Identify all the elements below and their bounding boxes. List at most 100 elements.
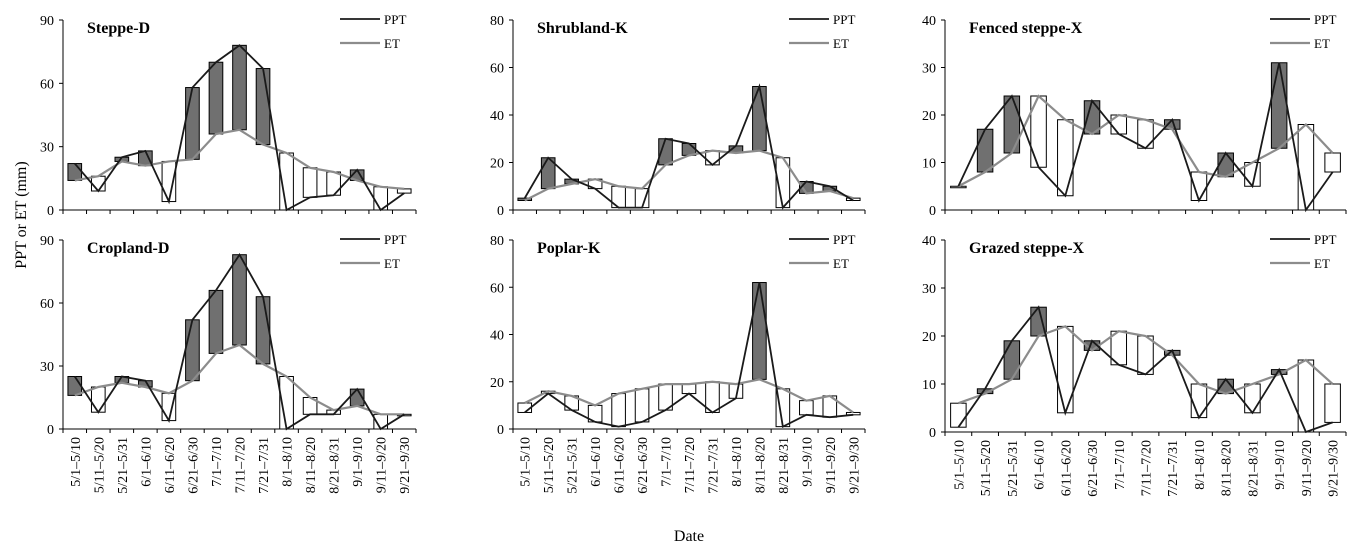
x-tick-label: 7/1–7/10 xyxy=(1113,440,1128,490)
x-tick-label: 9/11–9/20 xyxy=(375,437,390,493)
legend-et-label: ET xyxy=(1314,36,1330,51)
panel-title: Shrubland-K xyxy=(537,20,628,37)
difference-box xyxy=(302,167,318,198)
ppt-line xyxy=(523,83,854,210)
et-line xyxy=(957,94,1334,188)
y-tick-label: 30 xyxy=(40,141,54,156)
x-tick-label: 7/11–7/20 xyxy=(234,437,249,493)
x-tick-label: 7/21–7/31 xyxy=(257,437,272,494)
x-tick-label: 9/21–9/30 xyxy=(398,437,413,494)
x-tick-label: 5/11–5/20 xyxy=(92,437,107,493)
y-axis-label: PPT or ET (mm) xyxy=(13,161,30,268)
x-tick-label: 9/1–9/10 xyxy=(1273,440,1288,490)
x-tick-label: 9/21–9/30 xyxy=(847,437,862,494)
x-tick-label: 5/1–5/10 xyxy=(952,440,967,490)
legend-et-label: ET xyxy=(384,36,400,51)
y-tick-label: 0 xyxy=(497,423,504,438)
x-tick-label: 8/21–8/31 xyxy=(777,437,792,494)
x-tick-label: 8/1–8/10 xyxy=(730,437,745,487)
x-tick-label: 9/1–9/10 xyxy=(800,437,815,487)
y-tick-label: 90 xyxy=(40,14,54,29)
legend-ppt-label: PPT xyxy=(833,232,855,247)
x-tick-label: 7/11–7/20 xyxy=(683,437,698,493)
x-tick-label: 7/1–7/10 xyxy=(210,437,225,487)
x-tick-label: 6/21–6/30 xyxy=(1086,440,1101,497)
x-tick-label: 5/1–5/10 xyxy=(519,437,534,487)
legend-ppt-label: PPT xyxy=(1314,12,1336,27)
y-tick-label: 60 xyxy=(490,62,504,77)
ppt-line xyxy=(957,305,1333,434)
ppt-line xyxy=(74,44,405,212)
et-line xyxy=(524,378,854,414)
chart-panel: 0 10 20 30 40 Fenced steppe-X PPT ET xyxy=(922,12,1347,219)
y-tick-label: 80 xyxy=(490,234,504,249)
ppt-line xyxy=(74,252,405,431)
x-tick-label: 5/1–5/10 xyxy=(69,437,84,487)
chart-panel: 0 10 20 30 40 5/1–5/10 5/11–5/20 5/21–5/31 6/1–6… xyxy=(922,232,1347,497)
legend-ppt-label: PPT xyxy=(833,12,855,27)
difference-box xyxy=(1137,119,1154,149)
x-tick-label: 9/11–9/20 xyxy=(824,437,839,493)
y-tick-label: 0 xyxy=(497,204,504,219)
chart-panel: 0 30 60 90 5/1–5/10 5/11–5/20 5/21–5/31 6/1–6/1… xyxy=(40,232,417,494)
y-tick-label: 40 xyxy=(490,109,504,124)
legend-et-label: ET xyxy=(1314,256,1330,271)
y-tick-label: 60 xyxy=(40,297,54,312)
y-tick-label: 0 xyxy=(47,204,54,219)
difference-box xyxy=(255,68,271,146)
difference-box xyxy=(185,87,200,160)
difference-box xyxy=(1190,383,1208,419)
difference-box xyxy=(976,128,994,173)
difference-box xyxy=(1244,383,1261,414)
y-tick-label: 40 xyxy=(490,329,504,344)
difference-box xyxy=(705,150,720,166)
x-tick-label: 9/1–9/10 xyxy=(351,437,366,487)
y-tick-label: 0 xyxy=(929,204,936,219)
x-tick-label: 6/1–6/10 xyxy=(139,437,154,487)
y-tick-label: 0 xyxy=(47,423,54,438)
y-tick-label: 40 xyxy=(922,14,936,29)
x-tick-label: 8/1–8/10 xyxy=(281,437,296,487)
difference-box xyxy=(185,319,200,382)
y-tick-label: 0 xyxy=(929,426,936,441)
difference-box xyxy=(1270,62,1288,149)
y-tick-label: 10 xyxy=(922,378,936,393)
legend-et-label: ET xyxy=(833,36,849,51)
x-tick-label: 5/11–5/20 xyxy=(979,440,994,496)
x-tick-label: 9/21–9/30 xyxy=(1327,440,1342,497)
difference-box xyxy=(611,393,626,428)
y-tick-label: 20 xyxy=(490,376,504,391)
difference-box xyxy=(1324,383,1341,423)
difference-box xyxy=(90,386,106,413)
difference-box xyxy=(1003,95,1021,154)
panel-title: Cropland-D xyxy=(87,240,169,257)
x-tick-label: 6/11–6/20 xyxy=(163,437,178,493)
panel-title: Grazed steppe-X xyxy=(969,240,1085,257)
x-tick-label: 7/21–7/31 xyxy=(706,437,721,494)
difference-box xyxy=(634,388,650,423)
x-tick-label: 7/1–7/10 xyxy=(660,437,675,487)
y-tick-label: 60 xyxy=(490,281,504,296)
difference-box xyxy=(1324,152,1341,173)
x-tick-label: 9/11–9/20 xyxy=(1300,440,1315,496)
x-axis-label: Date xyxy=(674,528,704,545)
difference-box xyxy=(799,400,814,416)
difference-box xyxy=(326,171,341,196)
panel-title: Fenced steppe-X xyxy=(969,20,1083,37)
x-tick-label: 7/21–7/31 xyxy=(1166,440,1181,497)
difference-box xyxy=(752,282,767,380)
x-tick-label: 8/21–8/31 xyxy=(328,437,343,494)
et-line xyxy=(957,325,1334,405)
legend-et-label: ET xyxy=(833,256,849,271)
y-tick-label: 20 xyxy=(922,330,936,345)
x-tick-label: 5/21–5/31 xyxy=(116,437,131,494)
difference-box xyxy=(232,44,247,131)
legend-ppt-label: PPT xyxy=(384,12,406,27)
x-tick-label: 6/21–6/30 xyxy=(186,437,201,494)
x-tick-label: 6/1–6/10 xyxy=(1033,440,1048,490)
legend-ppt-label: PPT xyxy=(384,232,406,247)
difference-box xyxy=(681,383,697,395)
difference-box xyxy=(950,185,967,189)
y-tick-label: 60 xyxy=(40,77,54,92)
